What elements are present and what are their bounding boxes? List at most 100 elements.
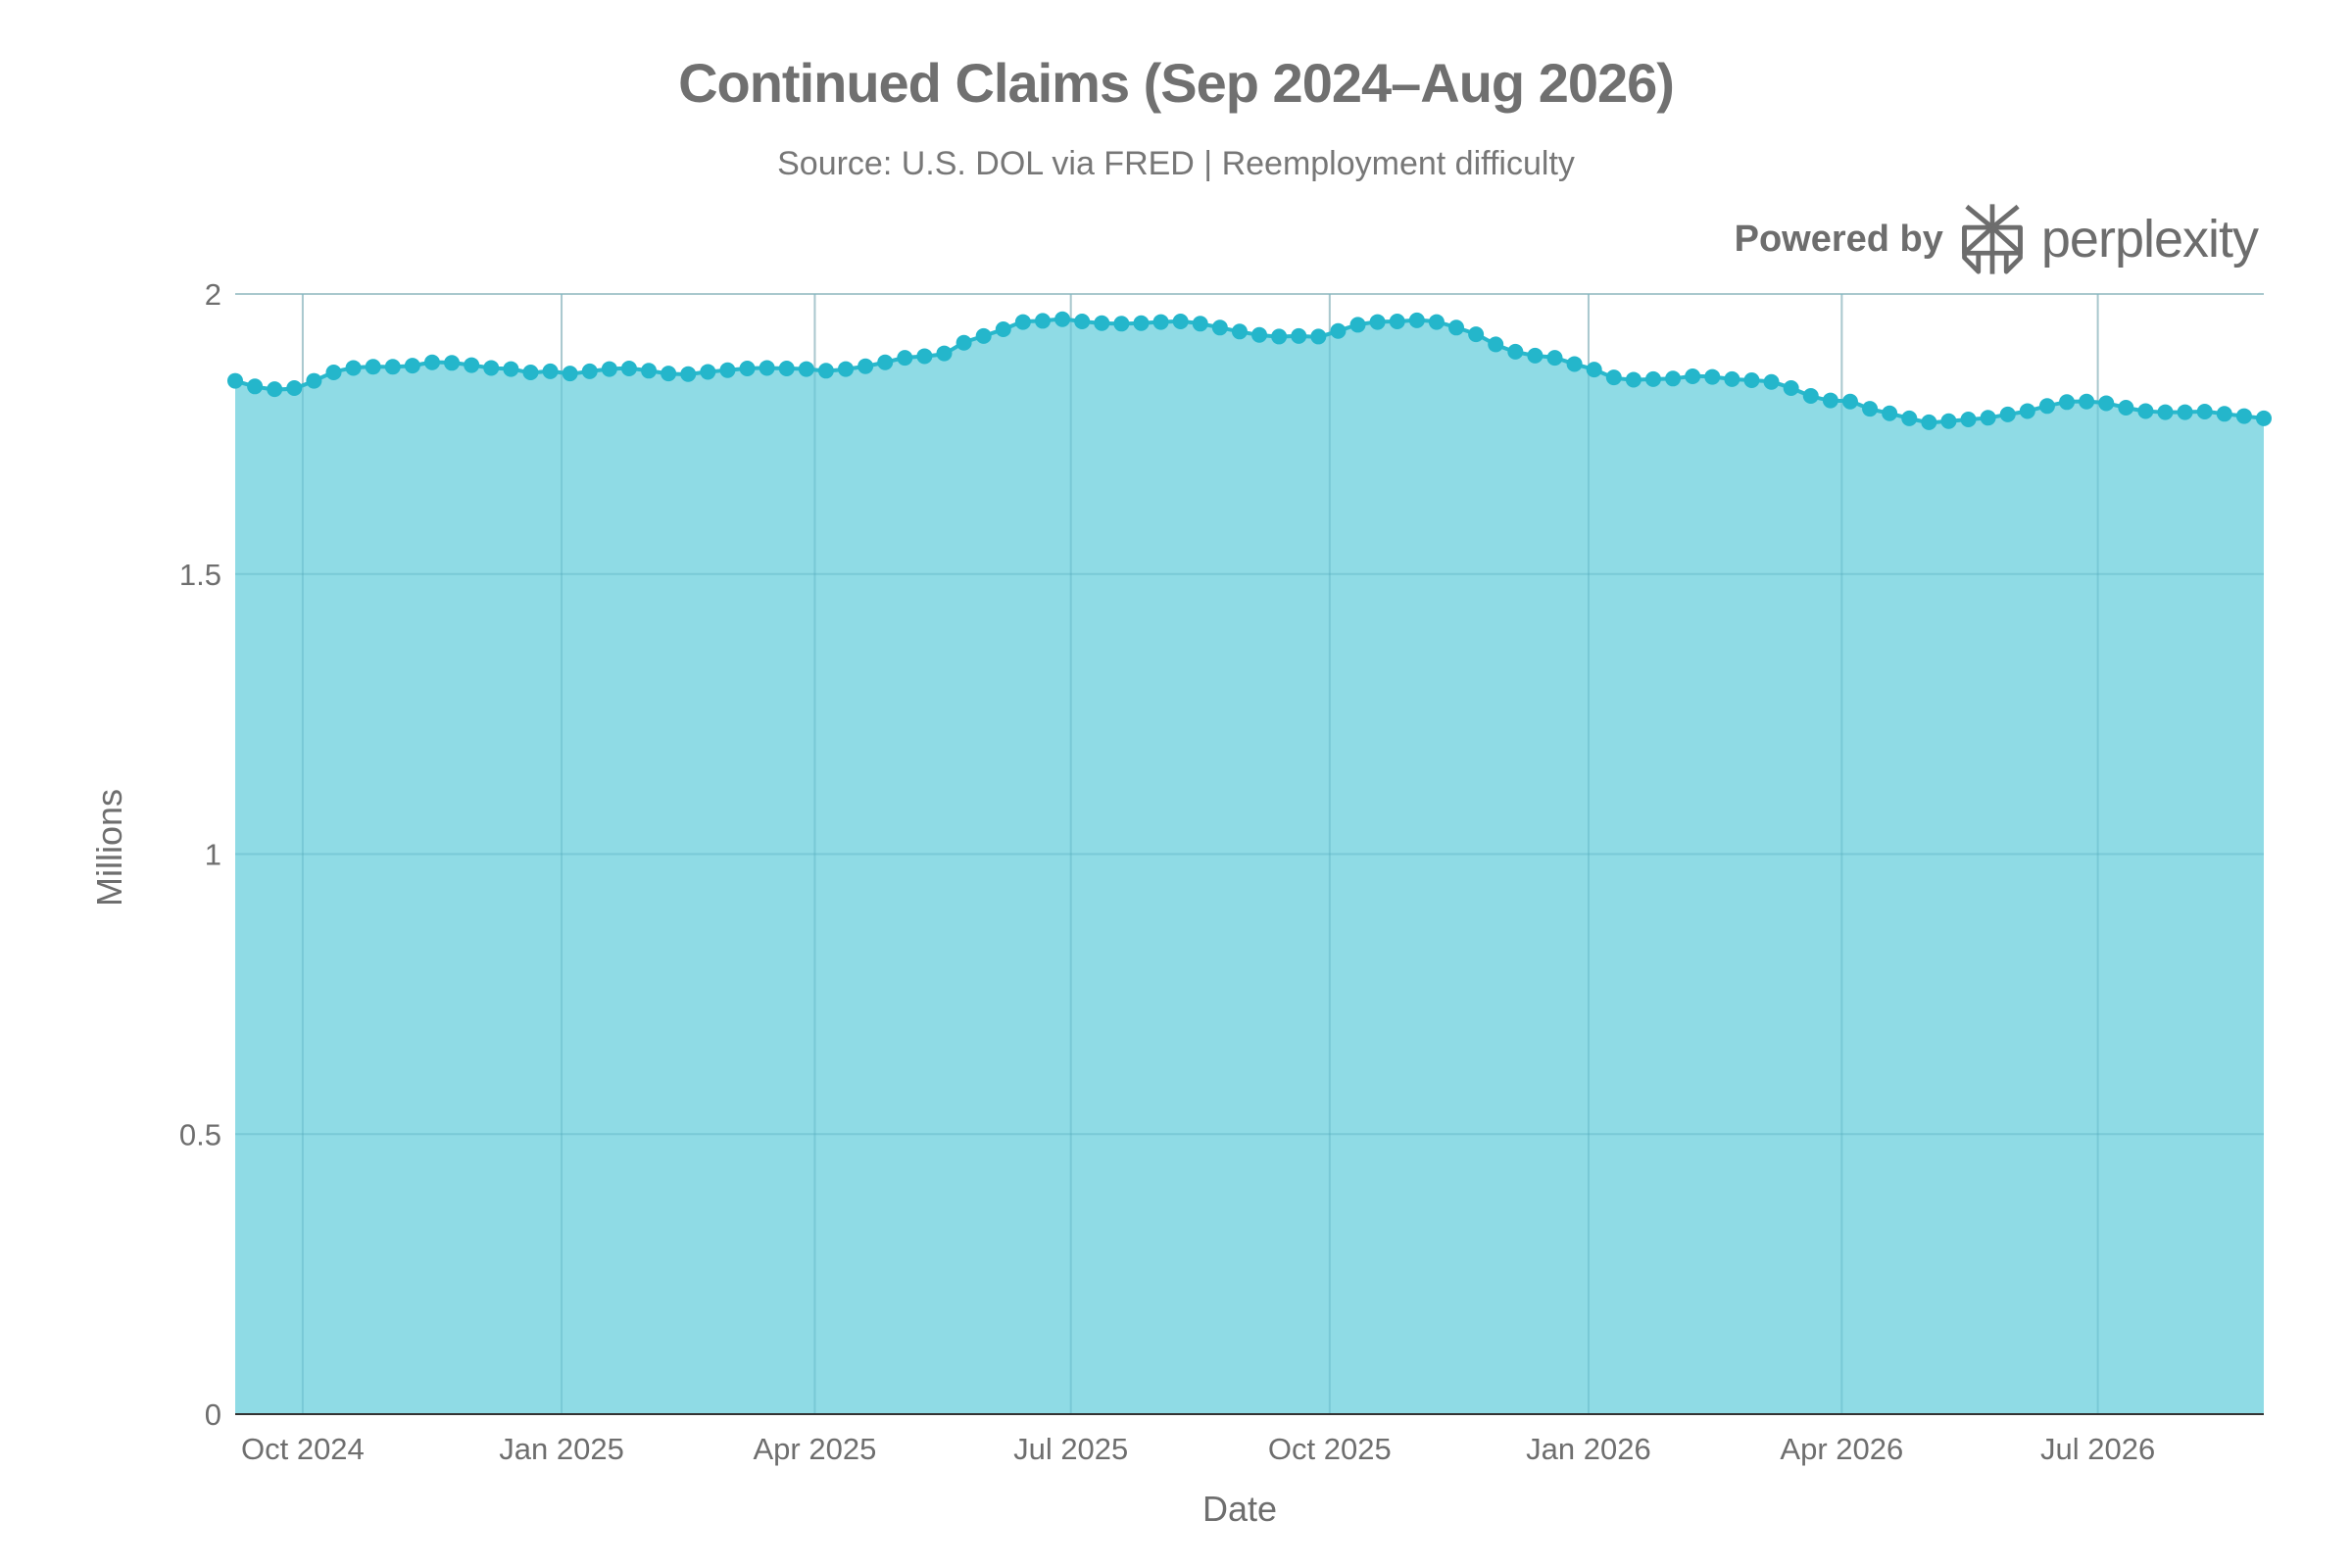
data-point[interactable]	[2157, 404, 2174, 420]
data-point[interactable]	[1310, 328, 1327, 345]
data-point[interactable]	[1960, 412, 1977, 428]
data-point[interactable]	[1783, 380, 1799, 397]
data-point[interactable]	[1724, 370, 1740, 387]
data-point[interactable]	[542, 363, 559, 379]
data-point[interactable]	[1980, 410, 1996, 426]
data-point[interactable]	[719, 362, 736, 378]
data-point[interactable]	[975, 327, 992, 344]
data-point[interactable]	[858, 358, 874, 374]
data-point[interactable]	[661, 366, 677, 382]
data-point[interactable]	[739, 361, 756, 377]
data-point[interactable]	[1074, 314, 1091, 329]
data-point[interactable]	[1685, 368, 1701, 385]
data-point[interactable]	[2177, 404, 2193, 420]
data-point[interactable]	[1605, 369, 1622, 386]
data-point[interactable]	[345, 360, 362, 376]
data-point[interactable]	[1546, 350, 1563, 367]
data-point[interactable]	[1644, 370, 1661, 387]
data-point[interactable]	[1054, 311, 1071, 327]
data-point[interactable]	[1665, 370, 1682, 387]
data-point[interactable]	[778, 361, 795, 377]
data-point[interactable]	[838, 361, 855, 377]
data-point[interactable]	[1231, 323, 1248, 340]
data-point[interactable]	[601, 361, 617, 377]
data-point[interactable]	[444, 355, 461, 371]
data-point[interactable]	[2137, 403, 2154, 419]
data-point[interactable]	[1291, 327, 1307, 344]
data-point[interactable]	[503, 361, 519, 377]
data-point[interactable]	[1704, 368, 1721, 385]
data-point[interactable]	[1349, 317, 1366, 333]
data-point[interactable]	[1389, 314, 1405, 329]
data-point[interactable]	[1172, 314, 1189, 329]
data-point[interactable]	[1527, 347, 1544, 364]
data-point[interactable]	[404, 358, 420, 374]
data-point[interactable]	[1468, 326, 1485, 343]
data-point[interactable]	[581, 363, 598, 379]
data-point[interactable]	[1034, 313, 1051, 329]
data-point[interactable]	[1133, 315, 1150, 331]
data-point[interactable]	[1448, 319, 1465, 336]
data-point[interactable]	[286, 380, 303, 397]
data-point[interactable]	[759, 360, 775, 376]
data-point[interactable]	[1369, 314, 1386, 330]
data-point[interactable]	[897, 350, 913, 367]
data-point[interactable]	[1251, 326, 1268, 343]
data-point[interactable]	[1428, 314, 1445, 330]
data-point[interactable]	[916, 348, 933, 365]
data-point[interactable]	[227, 372, 243, 389]
data-point[interactable]	[2038, 398, 2055, 415]
data-point[interactable]	[1152, 314, 1169, 330]
data-point[interactable]	[1882, 405, 1898, 421]
data-point[interactable]	[1999, 406, 2016, 422]
data-point[interactable]	[2059, 394, 2076, 411]
data-point[interactable]	[2216, 406, 2232, 422]
data-point[interactable]	[1901, 410, 1918, 426]
data-point[interactable]	[1862, 401, 1879, 417]
data-point[interactable]	[1271, 328, 1288, 345]
data-point[interactable]	[1113, 316, 1130, 332]
data-point[interactable]	[1507, 343, 1524, 360]
data-point[interactable]	[817, 363, 834, 379]
data-point[interactable]	[365, 359, 381, 375]
data-point[interactable]	[956, 334, 972, 351]
data-point[interactable]	[1940, 413, 1957, 429]
data-point[interactable]	[1625, 371, 1642, 388]
data-point[interactable]	[1094, 315, 1110, 331]
data-point[interactable]	[2196, 404, 2213, 420]
data-point[interactable]	[1743, 372, 1760, 389]
data-point[interactable]	[483, 360, 500, 376]
data-point[interactable]	[1014, 314, 1031, 330]
data-point[interactable]	[2019, 403, 2035, 419]
data-point[interactable]	[384, 359, 401, 375]
data-point[interactable]	[1566, 356, 1583, 372]
data-point[interactable]	[995, 321, 1011, 337]
data-point[interactable]	[267, 381, 283, 398]
data-point[interactable]	[2256, 410, 2272, 426]
data-point[interactable]	[464, 357, 480, 373]
data-point[interactable]	[522, 365, 539, 381]
data-point[interactable]	[641, 363, 658, 379]
data-point[interactable]	[1586, 362, 1602, 378]
data-point[interactable]	[2235, 408, 2252, 424]
data-point[interactable]	[1802, 388, 1819, 405]
data-point[interactable]	[1192, 316, 1208, 332]
data-point[interactable]	[1488, 336, 1504, 353]
data-point[interactable]	[680, 366, 697, 382]
data-point[interactable]	[798, 361, 814, 377]
data-point[interactable]	[247, 378, 264, 395]
data-point[interactable]	[2079, 393, 2095, 410]
powered-by-brand[interactable]: Powered by perplexity	[1735, 202, 2259, 276]
data-point[interactable]	[2118, 400, 2134, 416]
data-point[interactable]	[1921, 414, 1937, 430]
data-point[interactable]	[877, 354, 894, 370]
data-point[interactable]	[1763, 373, 1780, 390]
data-point[interactable]	[1408, 312, 1425, 328]
data-point[interactable]	[1822, 392, 1838, 409]
data-point[interactable]	[1211, 319, 1228, 336]
data-point[interactable]	[936, 345, 953, 362]
data-point[interactable]	[700, 364, 716, 380]
data-point[interactable]	[620, 361, 637, 377]
data-point[interactable]	[562, 366, 578, 382]
data-point[interactable]	[1330, 322, 1347, 339]
